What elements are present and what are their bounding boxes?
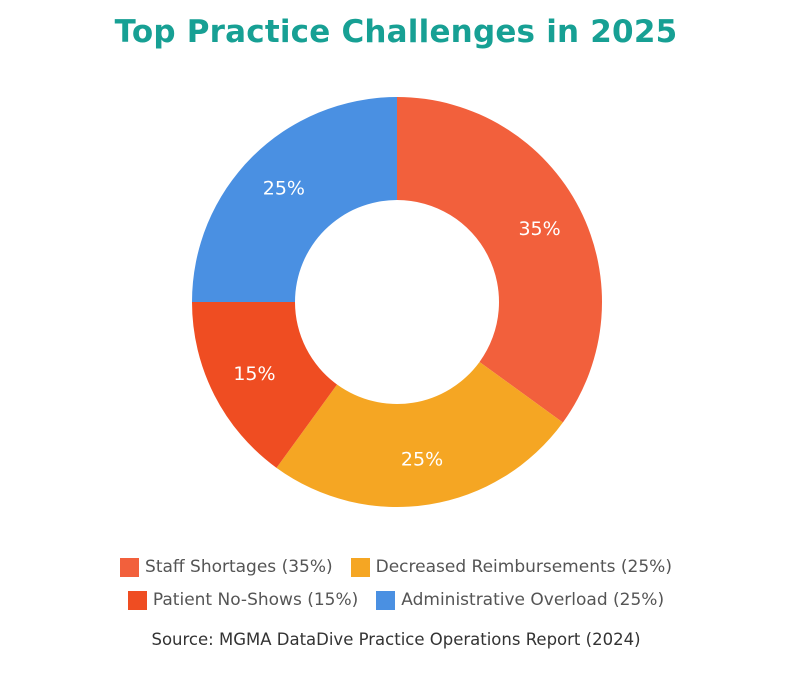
- legend-label: Administrative Overload (25%): [401, 590, 665, 610]
- donut-slice-administrative-overload[interactable]: [192, 97, 397, 302]
- slice-data-label: 15%: [233, 363, 275, 385]
- donut-chart: 35% 25% 15% 25%: [192, 97, 602, 507]
- chart-title: Top Practice Challenges in 2025: [114, 14, 678, 50]
- legend-item-patient-no-shows[interactable]: Patient No-Shows (15%): [127, 590, 359, 610]
- donut-slice-staff-shortages[interactable]: [397, 97, 602, 423]
- legend-swatch: [376, 590, 396, 610]
- legend-row: Staff Shortages (35%) Decreased Reimburs…: [0, 557, 792, 577]
- donut-slice-decreased-reimbursements[interactable]: [276, 361, 563, 507]
- legend-label: Patient No-Shows (15%): [152, 590, 359, 610]
- legend-swatch: [350, 557, 370, 577]
- legend-item-staff-shortages[interactable]: Staff Shortages (35%): [120, 557, 333, 577]
- slice-data-label: 25%: [401, 449, 443, 471]
- legend-swatch: [127, 590, 147, 610]
- donut-slice-patient-no-shows[interactable]: [192, 302, 338, 468]
- legend-row: Patient No-Shows (15%) Administrative Ov…: [0, 590, 792, 610]
- legend-swatch: [120, 557, 140, 577]
- legend-label: Staff Shortages (35%): [145, 557, 333, 577]
- source-note: Source: MGMA DataDive Practice Operation…: [151, 630, 641, 649]
- legend-item-decreased-reimbursements[interactable]: Decreased Reimbursements (25%): [350, 557, 672, 577]
- slice-data-label: 35%: [518, 218, 560, 240]
- slice-data-label: 25%: [263, 177, 305, 199]
- legend-item-administrative-overload[interactable]: Administrative Overload (25%): [376, 590, 664, 610]
- legend-label: Decreased Reimbursements (25%): [375, 557, 672, 577]
